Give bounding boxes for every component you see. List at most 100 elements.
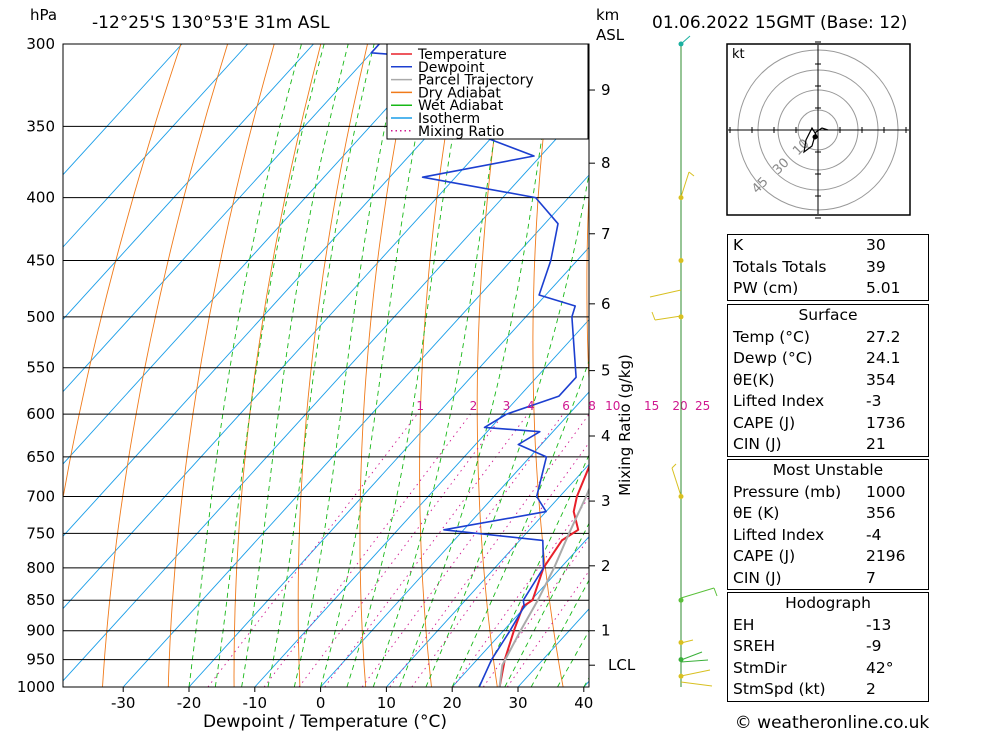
asl-unit-label: ASL — [596, 26, 625, 44]
most-unstable-label: θE (K) — [733, 504, 780, 522]
isotherm-line — [451, 536, 589, 687]
wet-adiabat-line — [293, 44, 403, 687]
index-label: PW (cm) — [733, 279, 799, 297]
temperature-tick-label: 0 — [316, 694, 326, 712]
wet-adiabat-line — [372, 44, 511, 687]
lcl-label: LCL — [608, 656, 636, 674]
pressure-tick-label: 400 — [26, 189, 55, 207]
isotherm-line — [63, 44, 314, 320]
wind-level-dot — [678, 494, 684, 500]
index-value: 30 — [866, 236, 886, 254]
most-unstable-title: Most Unstable — [772, 461, 884, 479]
legend-label: Parcel Trajectory — [418, 73, 534, 89]
pressure-tick-label: 850 — [26, 591, 55, 609]
wind-barb — [671, 463, 677, 469]
indices-panel: K 30 Totals Totals 39 PW (cm) 5.01 — [727, 234, 929, 301]
altitude-tick-label: 4 — [601, 427, 611, 445]
hodograph-stat-row: EH -13 — [728, 615, 928, 637]
index-row: Totals Totals 39 — [728, 257, 928, 279]
most-unstable-value: 1000 — [866, 482, 906, 501]
wind-barb — [680, 35, 691, 45]
hpa-unit-label: hPa — [30, 6, 57, 24]
isotherm-line — [386, 463, 589, 687]
legend-label: Mixing Ratio — [418, 124, 504, 140]
mixing-ratio-label: 1 — [416, 399, 424, 413]
mixing-ratio-line — [324, 413, 529, 687]
hodograph-stat-row: StmDir 42° — [728, 658, 928, 680]
sounding-datetime: 01.06.2022 15GMT (Base: 12) — [652, 13, 907, 33]
surface-row: CIN (J) 21 — [728, 434, 928, 456]
mixing-ratio-axis-title: Mixing Ratio (g/kg) — [616, 354, 634, 496]
most-unstable-label: Lifted Index — [733, 525, 825, 544]
hodograph-stat-value: 2 — [866, 680, 876, 698]
legend-box — [386, 43, 589, 140]
most-unstable-row: CAPE (J) 2196 — [728, 546, 928, 568]
surface-row: θE(K) 354 — [728, 370, 928, 392]
temperature-tick-label: -20 — [177, 694, 202, 712]
temperature-series — [498, 464, 589, 687]
plot-frame — [62, 43, 590, 688]
wind-barb — [688, 171, 695, 177]
wind-barb — [649, 289, 682, 298]
surface-value: 21 — [866, 435, 886, 453]
index-label: K — [733, 236, 744, 254]
temperature-tick-label: -10 — [243, 694, 268, 712]
hodograph-unit-label: kt — [732, 47, 745, 62]
hodograph-trace — [803, 126, 829, 154]
index-row: PW (cm) 5.01 — [728, 278, 928, 300]
temperature-tick-label: -30 — [111, 694, 136, 712]
altitude-tick-label: 1 — [601, 622, 611, 640]
isotherm-line — [63, 44, 446, 465]
wind-level-dot — [678, 597, 684, 603]
dry-adiabat-line — [532, 44, 564, 687]
surface-row: Temp (°C) 27.2 — [728, 327, 928, 349]
surface-value: 354 — [866, 370, 896, 389]
mixing-ratio-line — [389, 413, 589, 687]
wet-adiabat-line — [214, 44, 325, 687]
pressure-tick-label: 300 — [26, 35, 55, 53]
pressure-tick-label: 700 — [26, 488, 55, 506]
pressure-tick-label: 600 — [26, 405, 55, 423]
hodograph-stat-row: StmSpd (kt) 2 — [728, 679, 928, 701]
isotherms — [63, 44, 589, 687]
surface-value: 24.1 — [866, 349, 901, 367]
altitude-tick-label: 7 — [601, 225, 611, 243]
wind-barb — [680, 651, 703, 661]
surface-row: Dewp (°C) 24.1 — [728, 348, 928, 370]
mixing-ratio-label: 20 — [672, 399, 687, 413]
most-unstable-value: -4 — [866, 525, 882, 544]
dry-adiabat-line — [586, 183, 589, 388]
hodograph-stat-label: StmSpd (kt) — [733, 680, 826, 698]
surface-value: 1736 — [866, 413, 906, 432]
isotherm-line — [122, 174, 589, 687]
most-unstable-panel: Most Unstable Pressure (mb) 1000 θE (K) 356… — [727, 459, 929, 590]
copyright: © weatheronline.co.uk — [735, 713, 930, 733]
isotherm-line — [63, 44, 380, 393]
hodograph-stats-title: Hodograph — [785, 594, 871, 612]
wind-barb — [680, 681, 713, 687]
parcel-trajectory-series — [498, 486, 589, 687]
legend-label: Temperature — [417, 47, 507, 63]
dry-adiabat-line — [927, 44, 1000, 687]
surface-label: θE(K) — [733, 370, 775, 389]
dry-adiabat-line — [359, 44, 415, 687]
surface-value: -3 — [866, 392, 882, 410]
pressure-tick-label: 500 — [26, 308, 55, 326]
altitude-tick-label: 2 — [601, 557, 611, 575]
isotherm-line — [63, 102, 589, 682]
isotherm-line — [254, 319, 589, 687]
wind-barb — [671, 467, 682, 497]
wet-adiabat-line — [530, 579, 589, 687]
wind-barb — [680, 587, 715, 599]
temperature-tick-label: 40 — [574, 694, 593, 712]
pressure-tick-label: 950 — [26, 651, 55, 669]
wind-barb — [713, 587, 718, 597]
most-unstable-value: 7 — [866, 568, 876, 587]
mixing-ratio-line — [411, 442, 589, 687]
index-row: K 30 — [728, 235, 928, 257]
wind-level-dot — [678, 673, 684, 679]
hodograph-stat-label: StmDir — [733, 658, 787, 677]
most-unstable-value: 2196 — [866, 547, 906, 565]
legend-label: Dewpoint — [418, 60, 485, 76]
